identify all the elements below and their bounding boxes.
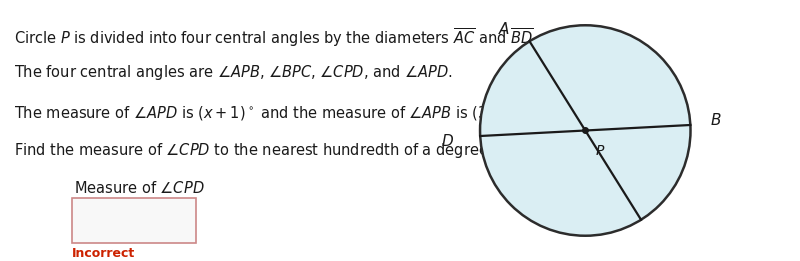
Text: $\mathit{D}$: $\mathit{D}$ <box>441 133 454 149</box>
Text: Incorrect: Incorrect <box>72 247 135 260</box>
Text: $\mathit{B}$: $\mathit{B}$ <box>710 112 721 128</box>
Text: Measure of $\angle CPD$: Measure of $\angle CPD$ <box>74 180 204 196</box>
Circle shape <box>480 25 690 236</box>
FancyBboxPatch shape <box>72 198 196 243</box>
Text: Circle $P$ is divided into four central angles by the diameters $\overline{AC}$ : Circle $P$ is divided into four central … <box>14 26 537 49</box>
Text: Find the measure of $\angle CPD$ to the nearest hundredth of a degree.: Find the measure of $\angle CPD$ to the … <box>14 141 493 160</box>
Text: The measure of $\angle APD$ is $(x + 1)^\circ$ and the measure of $\angle APB$ i: The measure of $\angle APD$ is $(x + 1)^… <box>14 104 554 122</box>
Text: $\mathit{A}$: $\mathit{A}$ <box>498 21 510 37</box>
Text: The four central angles are $\angle APB$, $\angle BPC$, $\angle CPD$, and $\angl: The four central angles are $\angle APB$… <box>14 63 454 82</box>
Text: 57: 57 <box>86 207 105 222</box>
Text: $\mathit{P}$: $\mathit{P}$ <box>595 144 606 158</box>
